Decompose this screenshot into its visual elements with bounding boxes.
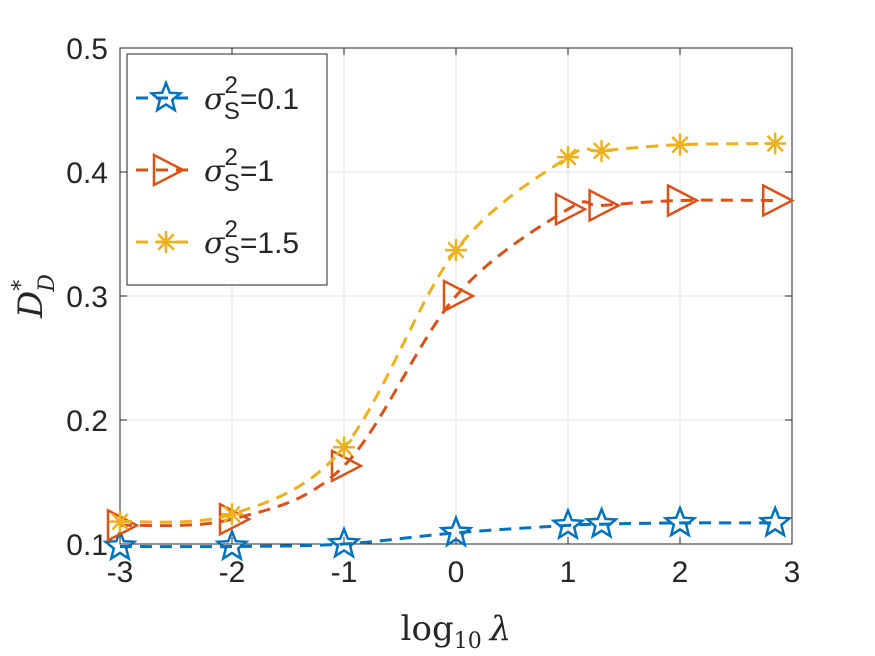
legend-sub: S bbox=[224, 98, 240, 125]
asterisk-stroke bbox=[592, 142, 611, 160]
legend-marker bbox=[148, 79, 184, 113]
legend-label: σ2 S=1 bbox=[204, 144, 274, 197]
x-tick-label: -1 bbox=[331, 556, 358, 589]
asterisk-stroke bbox=[766, 134, 784, 153]
asterisk-stroke bbox=[335, 438, 353, 456]
y-tick-label: 0.4 bbox=[66, 157, 108, 190]
data-point bbox=[588, 188, 622, 223]
legend-entry-3: σ2 S=1.5 bbox=[136, 216, 299, 269]
data-point bbox=[442, 278, 476, 314]
x-label-main: log bbox=[401, 609, 454, 649]
legend-sigma: σ bbox=[204, 154, 226, 189]
legend-items: σ2 S=0.1σ2 S=1σ2 S=1.5 bbox=[136, 72, 299, 269]
x-tick-label: -2 bbox=[219, 556, 246, 589]
series-group bbox=[102, 132, 795, 562]
data-point bbox=[662, 504, 698, 538]
legend-sup: 2 bbox=[224, 72, 237, 99]
data-point bbox=[666, 183, 700, 218]
x-axis-label: log10 λ bbox=[401, 609, 512, 654]
data-point bbox=[109, 510, 131, 533]
data-point bbox=[221, 503, 243, 526]
legend: σ2 S=0.1σ2 S=1σ2 S=1.5 bbox=[126, 53, 328, 286]
legend-sigma: σ bbox=[204, 82, 226, 117]
legend-sigma: σ bbox=[204, 226, 226, 261]
data-point bbox=[584, 505, 620, 540]
data-point bbox=[445, 239, 467, 262]
asterisk-stroke bbox=[559, 148, 577, 166]
legend-value: =1 bbox=[240, 155, 274, 188]
x-tick-label: 2 bbox=[672, 556, 689, 589]
y-label-sup: * bbox=[9, 280, 34, 291]
legend-marker bbox=[155, 231, 177, 253]
legend-sub: S bbox=[224, 170, 240, 197]
asterisk-stroke bbox=[157, 233, 175, 251]
legend-label: σ2 S=1.5 bbox=[204, 216, 299, 269]
x-label-var: λ bbox=[488, 609, 512, 649]
data-point bbox=[214, 528, 250, 562]
legend-sub: S bbox=[224, 242, 240, 269]
legend-sup: 2 bbox=[224, 216, 237, 243]
asterisk-stroke bbox=[111, 513, 129, 531]
y-tick-label: 0.2 bbox=[66, 405, 108, 438]
data-point bbox=[554, 192, 588, 227]
data-point bbox=[333, 436, 355, 459]
data-point bbox=[764, 132, 787, 155]
legend-entry-2: σ2 S=1 bbox=[136, 144, 274, 197]
legend-entry-1: σ2 S=0.1 bbox=[136, 72, 299, 125]
x-tick-label: 1 bbox=[560, 556, 577, 589]
data-point bbox=[330, 448, 364, 483]
data-point bbox=[761, 183, 795, 218]
legend-value: =1.5 bbox=[240, 227, 299, 260]
x-tick-label: 0 bbox=[448, 556, 465, 589]
series-line bbox=[119, 521, 776, 549]
y-label-sub: D bbox=[35, 274, 60, 293]
legend-label: σ2 S=0.1 bbox=[204, 72, 299, 125]
data-point bbox=[102, 528, 138, 562]
x-tick-label: 3 bbox=[784, 556, 801, 589]
y-label-main: D bbox=[11, 291, 51, 319]
data-point bbox=[757, 504, 793, 538]
legend-sup: 2 bbox=[224, 144, 237, 171]
series-line bbox=[119, 142, 776, 524]
x-label-sub: 10 bbox=[454, 629, 482, 654]
series-1 bbox=[102, 504, 793, 562]
asterisk-stroke bbox=[671, 136, 689, 154]
x-tick-label: -3 bbox=[107, 556, 134, 589]
data-point bbox=[438, 514, 474, 548]
data-point bbox=[326, 525, 362, 559]
asterisk-stroke bbox=[223, 505, 241, 523]
asterisk-stroke bbox=[447, 241, 465, 259]
y-axis-label: D*D bbox=[9, 274, 60, 319]
y-tick-label: 0.3 bbox=[66, 281, 108, 314]
data-point bbox=[669, 133, 691, 156]
legend-marker bbox=[152, 152, 186, 188]
data-point bbox=[590, 139, 613, 162]
data-point bbox=[557, 146, 579, 169]
y-tick-label: 0.1 bbox=[66, 529, 108, 562]
series-3 bbox=[109, 132, 787, 533]
axis-ticks: -3 -2 -1 0 1 2 3 0.1 0.2 0.3 0.4 0.5 bbox=[66, 33, 800, 589]
y-tick-label: 0.5 bbox=[66, 33, 108, 66]
data-point bbox=[550, 506, 586, 541]
legend-value: =0.1 bbox=[240, 83, 299, 116]
